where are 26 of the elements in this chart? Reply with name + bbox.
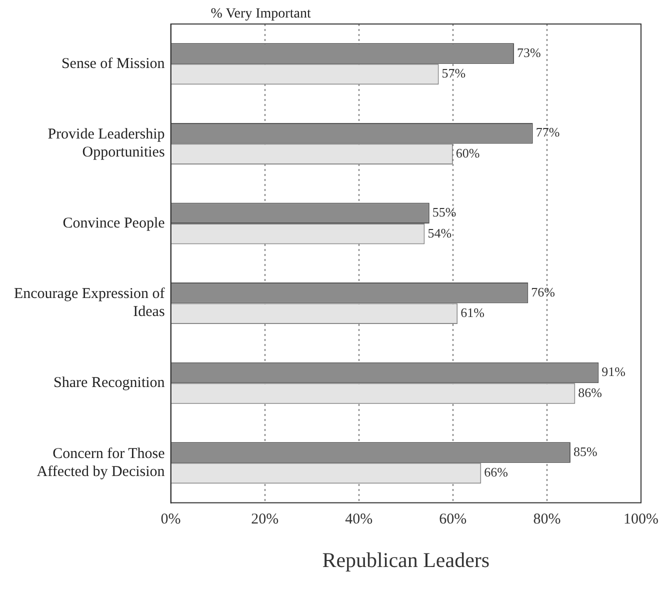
data-label: 61% xyxy=(460,305,485,320)
data-label: 57% xyxy=(442,66,466,81)
x-tick-label: 100% xyxy=(624,512,658,528)
x-axis-title: Republican Leaders xyxy=(322,548,490,572)
x-tick-label: 60% xyxy=(439,512,467,528)
data-label: 66% xyxy=(484,464,508,480)
x-tick-label: 40% xyxy=(345,512,373,528)
y-tick-label: Convince People xyxy=(62,215,166,232)
x-tick-label: 80% xyxy=(533,512,561,528)
y-tick-label: Encourage Expression of Ideas xyxy=(14,286,165,320)
data-label: 73% xyxy=(517,44,542,60)
data-label: 91% xyxy=(602,364,626,380)
y-tick-label: Sense of Mission xyxy=(61,56,166,72)
y-tick-label: Concern for Those Affected by Decision xyxy=(36,446,166,480)
x-tick-label: 0% xyxy=(160,512,181,528)
data-label: 85% xyxy=(573,444,598,459)
y-tick-label: Share Recognition xyxy=(54,375,166,392)
x-tick-label: 20% xyxy=(251,512,279,528)
data-label: 54% xyxy=(428,225,452,240)
data-label: 76% xyxy=(531,284,556,300)
chart-title: % Very Important xyxy=(210,6,311,22)
y-tick-label: Provide Leadership Opportunities xyxy=(48,126,165,161)
data-label: 60% xyxy=(456,145,480,160)
data-label: 77% xyxy=(536,124,560,140)
data-label: 55% xyxy=(432,204,456,220)
data-label: 86% xyxy=(578,384,602,400)
